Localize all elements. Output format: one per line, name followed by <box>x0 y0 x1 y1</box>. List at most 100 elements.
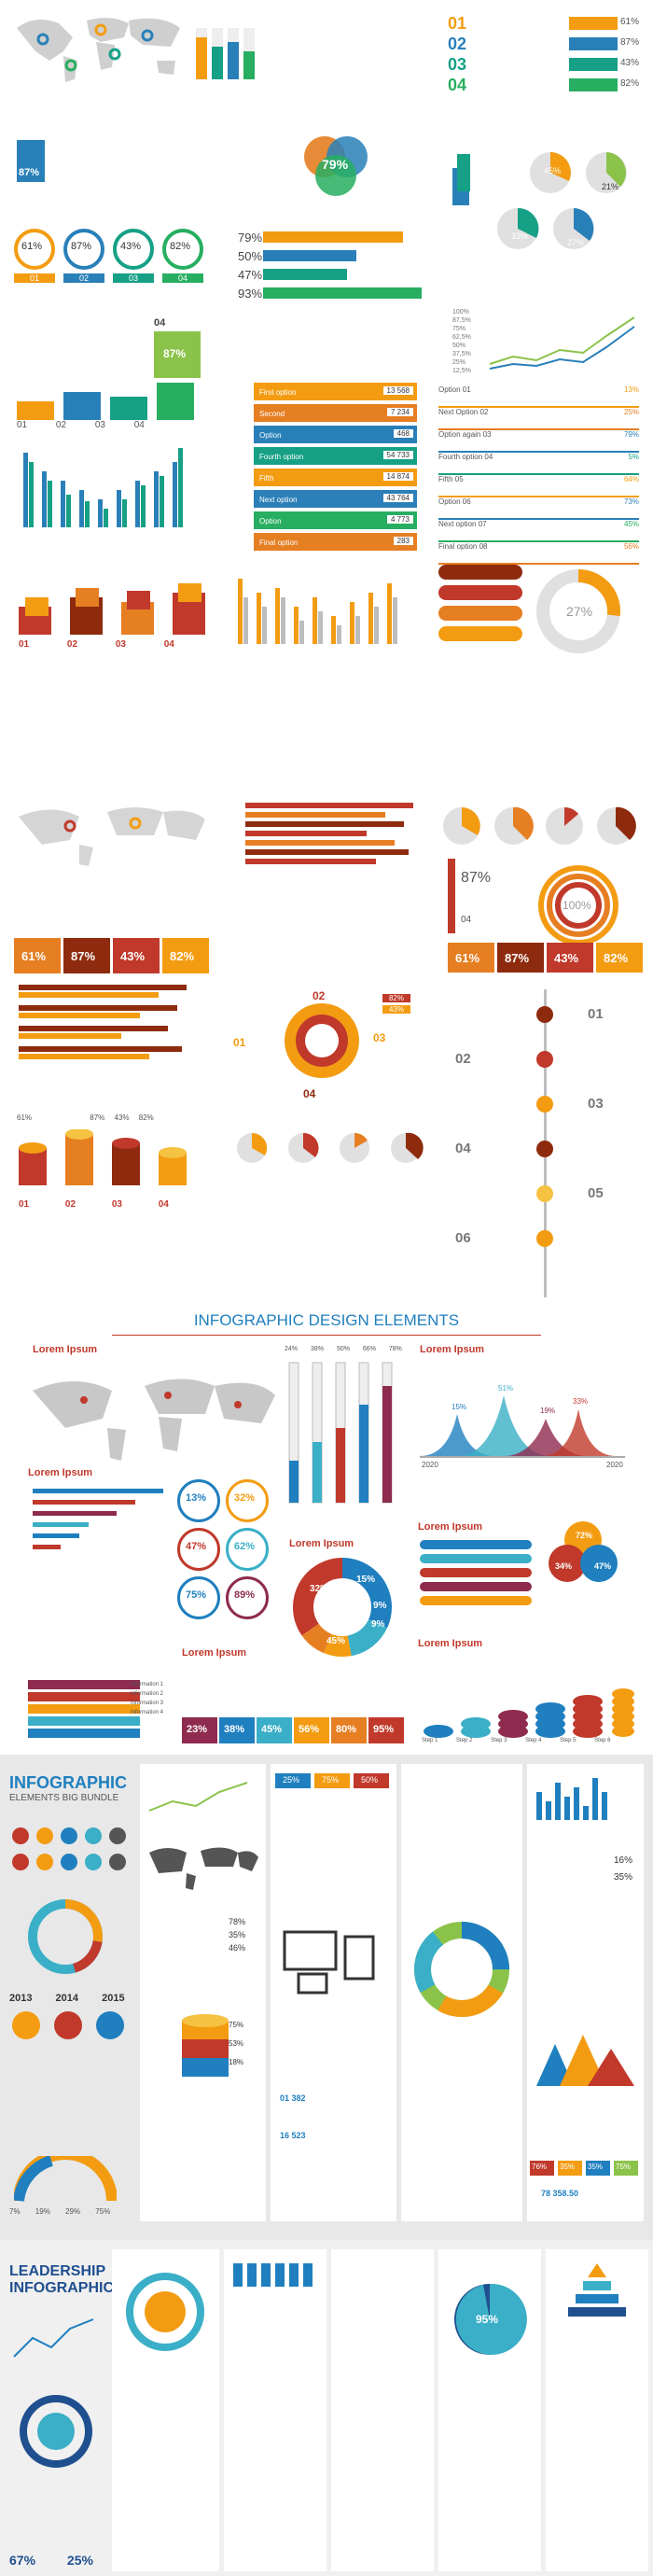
pyramid <box>568 2263 626 2317</box>
ring-percent: 100% <box>563 899 591 912</box>
donut-chart <box>536 569 620 653</box>
panel <box>527 1764 644 2221</box>
infographic-sheet-2: 87% 04 100% 61% 87% 43% 82% 61% 87% 43% … <box>0 672 653 1307</box>
list-item: Final option 283 <box>254 533 417 551</box>
percent-badge: 87% <box>17 140 45 182</box>
people-icons <box>263 231 422 299</box>
drop-pcts: 72% 34% 47% <box>555 1531 612 1571</box>
mountain-pcts: 15% 51% 33% 19% 2020 2020 <box>422 1384 623 1469</box>
list-item: 01 61% <box>448 14 640 33</box>
info-layers <box>28 1680 140 1738</box>
list-item: Fourth option 54 733 <box>254 447 417 465</box>
flower-cycle <box>285 1003 359 1078</box>
gauge <box>14 2156 117 2202</box>
lorem-heading: Lorem Ipsum <box>28 1467 93 1478</box>
infographic-sheet-1b: 01 02 03 04 First option 13 568 Second 7 2… <box>0 378 653 672</box>
blue-hbar-chart <box>33 1489 163 1549</box>
list-item: Option 4 773 <box>254 511 417 529</box>
cylinder-steps <box>19 1129 187 1185</box>
pie-95-label: 95% <box>476 2313 499 2326</box>
thermometer-bars <box>288 1362 393 1504</box>
infographic-sheet-1: 01 61% 02 87% 03 43% 04 82% 87% 79% <box>0 0 653 378</box>
page-title: INFOGRAPHIC DESIGN ELEMENTS <box>193 1311 460 1329</box>
mountain-chart <box>420 1395 625 1458</box>
info-list: Information 1 Information 2 Information … <box>131 1682 164 1715</box>
cycle-donut <box>414 1922 509 2017</box>
infographic-sheet-3: INFOGRAPHIC DESIGN ELEMENTS Lorem Ipsum … <box>0 1307 653 1755</box>
long-bar-pcts: 61% 87% 43% 82% <box>17 1113 154 1122</box>
line-chart <box>489 316 635 370</box>
leader-circle <box>20 2395 92 2468</box>
cylinder-labels: 01 02 03 04 <box>19 1199 169 1210</box>
option-bars: Option 01 13% Next Option 02 25% Option ag… <box>438 385 639 565</box>
cube-steps <box>19 583 205 635</box>
vertical-bar-chart <box>238 579 397 644</box>
list-item: 04 82% <box>448 76 640 94</box>
leader-pcts: 67% 25% <box>9 2553 93 2568</box>
numbered-list: 01 61% 02 87% 03 43% 04 82% <box>448 14 639 96</box>
year-row: 2013 2014 2015 <box>9 1993 125 2004</box>
panel <box>331 2249 434 2571</box>
infographic-sheet-4: INFOGRAPHIC ELEMENTS BIG BUNDLE 2013 201… <box>0 1755 653 2240</box>
donut-percent: 27% <box>566 604 593 619</box>
cylinder-bars <box>196 28 255 79</box>
pill-list <box>438 565 522 641</box>
head-gears <box>126 2273 204 2351</box>
circle-chart <box>28 1899 103 1974</box>
bottom-pcts: 7% 19% 29% 75% <box>9 2207 111 2216</box>
list-item: Next option 43 764 <box>254 490 417 508</box>
blue-numbers: 01 382 16 523 <box>280 2093 306 2140</box>
disc-stacks <box>424 1688 634 1738</box>
segmented-donut <box>293 1558 392 1657</box>
percent-blocks-right: 61% 87% 43% 82% <box>448 943 644 973</box>
mini-bars <box>536 1778 607 1820</box>
right-pcts: 16% 35% <box>614 1855 633 1883</box>
multi-bar-chart <box>23 448 183 527</box>
pie-grid <box>452 152 627 249</box>
list-item: Fifth 14 874 <box>254 469 417 486</box>
panel <box>140 1764 266 2221</box>
percent-circles: 13% 32% 47% 62% 75% 89% <box>177 1479 271 1638</box>
lorem-heading: Lorem Ipsum <box>418 1521 483 1533</box>
grid-bars-steps: 01 02 03 04 <box>17 420 145 430</box>
lorem-heading: Lorem Ipsum <box>33 1344 98 1355</box>
people-pct-list: 78% 35% 46% <box>229 1917 246 1953</box>
disc-step-labels: Step 1 Step 2 Step 3 Step 4 Step 5 Step … <box>422 1738 611 1743</box>
triangle-chart <box>536 2035 634 2086</box>
long-bar-chart <box>19 985 187 1059</box>
stacked-badge: 87% 04 <box>448 859 504 933</box>
stack-pcts: 75% 53% 18% <box>229 2021 244 2066</box>
stack-cylinder <box>182 2014 229 2077</box>
cube-steps-labels: 01 02 03 04 <box>19 639 174 650</box>
devices-icons <box>283 1930 375 1995</box>
therm-pcts: 24% 38% 50% 66% 78% <box>285 1346 402 1352</box>
percent-blocks-left: 61% 87% 43% 82% <box>14 938 210 973</box>
donut-mid-value: 78 358.50 <box>541 2189 579 2198</box>
people-grid <box>233 2263 313 2287</box>
list-item: First option 13 568 <box>254 383 417 400</box>
green-bar-badge: 87% <box>154 331 201 378</box>
line-chart-y-axis: 100% 87,5% 75% 62,5% 50% 37,5% 25% 12,5% <box>452 309 471 374</box>
pie-label: 27% <box>567 238 585 247</box>
bundle-world-map <box>149 1847 258 1890</box>
pie-label: 33% <box>511 231 529 241</box>
drop-venn <box>549 1521 618 1582</box>
bundle-title: INFOGRAPHIC ELEMENTS BIG BUNDLE <box>9 1773 127 1803</box>
panel <box>271 1764 396 2221</box>
list-item: 03 43% <box>448 55 640 74</box>
infographic-sheet-5: LEADERSHIP INFOGRAPHIC 67% 25% 95% <box>0 2240 653 2576</box>
flower-pct-badges: 82% 43% <box>382 994 410 1014</box>
dot-icons <box>12 1827 126 1870</box>
people-percents: 79% 50% 47% 93% <box>238 231 263 301</box>
grid-bars <box>17 383 194 420</box>
donut-row: 61% 87% 43% 82% 01 02 03 04 <box>9 229 215 285</box>
world-map-2 <box>19 807 205 866</box>
chip-pcts: 76% 35% 35% 75% <box>530 2161 642 2177</box>
list-item: 02 87% <box>448 35 640 53</box>
venn-diagram <box>304 136 368 196</box>
pct-tabs: 25% 75% 50% <box>275 1773 392 1788</box>
pie-label: 21% <box>602 182 619 191</box>
leader-line-chart <box>13 2318 94 2358</box>
arrow-percents: 23% 38% 45% 56% 80% 95% <box>182 1717 406 1743</box>
pies-row <box>443 806 636 845</box>
